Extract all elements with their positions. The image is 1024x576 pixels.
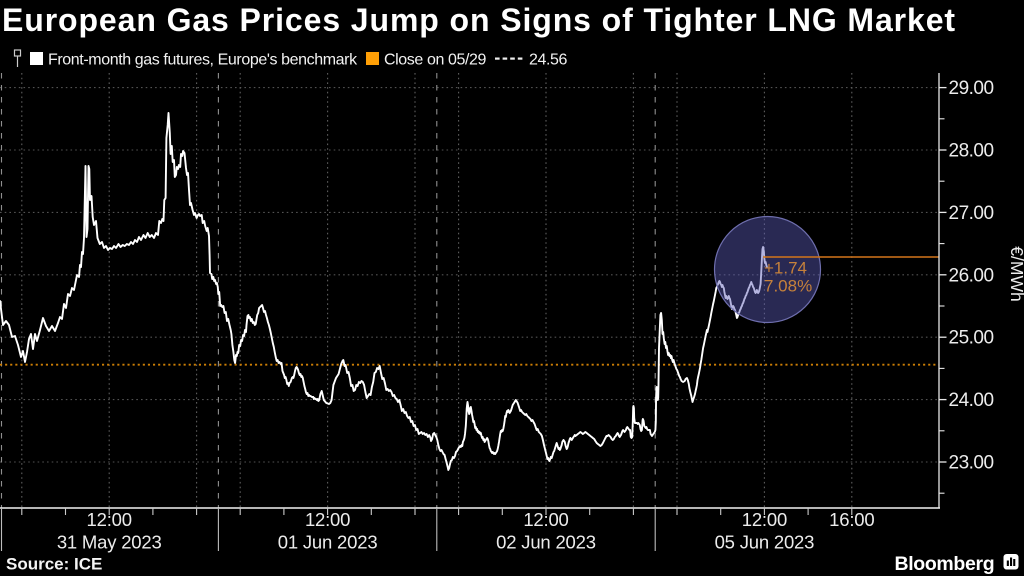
svg-text:29.00: 29.00: [949, 78, 994, 99]
svg-text:05 Jun 2023: 05 Jun 2023: [715, 531, 815, 552]
svg-text:Bloomberg: Bloomberg: [895, 553, 995, 575]
svg-text:7.08%: 7.08%: [764, 277, 812, 296]
svg-text:12:00: 12:00: [523, 509, 568, 530]
svg-text:16:00: 16:00: [829, 509, 874, 530]
svg-text:Front-month gas futures, Europ: Front-month gas futures, Europe's benchm…: [48, 52, 358, 69]
svg-text:24.00: 24.00: [949, 390, 994, 411]
svg-text:European Gas Prices Jump on Si: European Gas Prices Jump on Signs of Tig…: [2, 2, 956, 38]
svg-text:28.00: 28.00: [949, 141, 994, 162]
svg-text:27.00: 27.00: [949, 203, 994, 224]
svg-text:12:00: 12:00: [87, 509, 132, 530]
svg-text:Source: ICE: Source: ICE: [6, 555, 102, 574]
svg-text:23.00: 23.00: [949, 453, 994, 474]
svg-text:€/MWh: €/MWh: [1007, 246, 1024, 301]
svg-text:02 Jun 2023: 02 Jun 2023: [496, 531, 596, 552]
svg-text:24.56: 24.56: [529, 52, 568, 69]
svg-text:+1.74: +1.74: [764, 259, 807, 278]
svg-text:01 Jun 2023: 01 Jun 2023: [278, 531, 378, 552]
svg-text:26.00: 26.00: [949, 265, 994, 286]
svg-text:12:00: 12:00: [742, 509, 787, 530]
svg-text:12:00: 12:00: [305, 509, 350, 530]
svg-text:31 May 2023: 31 May 2023: [57, 531, 162, 552]
svg-text:25.00: 25.00: [949, 328, 994, 349]
svg-text:Close on 05/29: Close on 05/29: [384, 52, 487, 69]
